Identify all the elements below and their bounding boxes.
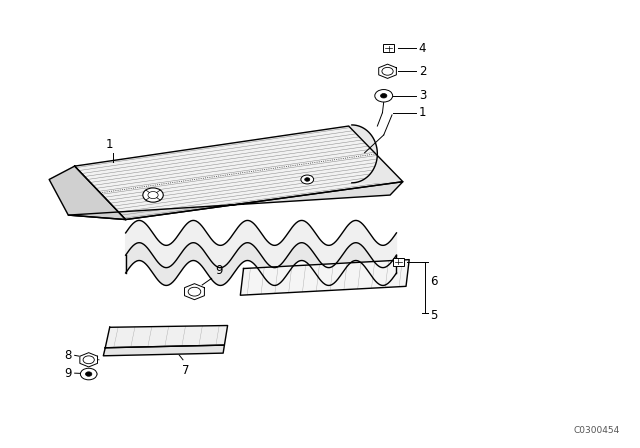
Polygon shape [241, 260, 409, 295]
Polygon shape [68, 182, 403, 220]
Text: 1: 1 [419, 106, 426, 119]
Bar [393, 258, 404, 266]
Circle shape [81, 368, 97, 380]
Text: 1: 1 [106, 138, 113, 151]
Text: 9: 9 [64, 366, 72, 379]
Polygon shape [184, 284, 204, 300]
Polygon shape [49, 166, 125, 220]
Circle shape [375, 90, 393, 102]
Polygon shape [75, 126, 403, 220]
Polygon shape [105, 326, 228, 348]
Circle shape [301, 175, 314, 184]
Text: 3: 3 [419, 89, 426, 102]
Text: 6: 6 [430, 276, 438, 289]
Bar [383, 44, 394, 52]
Circle shape [381, 94, 387, 98]
Text: 2: 2 [419, 65, 426, 78]
Polygon shape [349, 125, 403, 183]
Text: 7: 7 [182, 364, 190, 377]
Circle shape [143, 188, 163, 202]
Circle shape [305, 178, 310, 181]
Text: 5: 5 [430, 309, 438, 322]
Text: 9: 9 [215, 263, 222, 276]
Polygon shape [80, 353, 97, 367]
Text: C0300454: C0300454 [573, 426, 620, 435]
Circle shape [86, 372, 92, 376]
Polygon shape [103, 345, 225, 356]
Text: 4: 4 [419, 42, 426, 55]
Polygon shape [125, 243, 396, 285]
Text: 8: 8 [64, 349, 72, 362]
Polygon shape [379, 64, 396, 78]
Polygon shape [125, 220, 396, 267]
